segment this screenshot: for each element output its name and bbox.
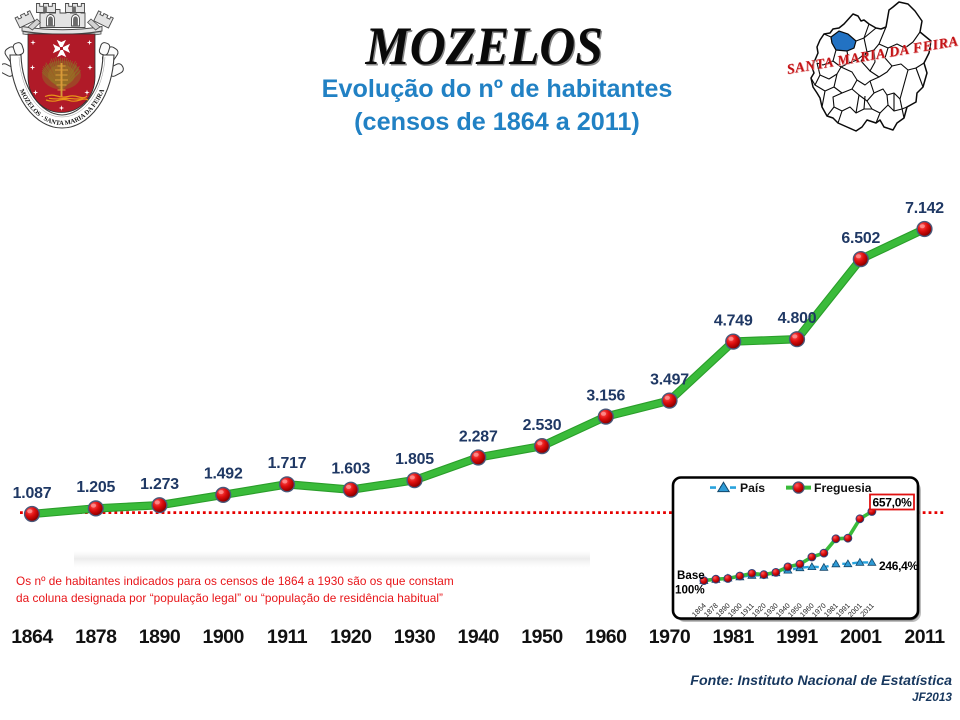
svg-text:100%: 100%	[675, 584, 705, 597]
svg-text:1.717: 1.717	[268, 455, 307, 472]
svg-text:1.087: 1.087	[13, 485, 52, 502]
svg-text:657,0%: 657,0%	[873, 495, 913, 509]
svg-text:Base: Base	[677, 569, 705, 582]
svg-text:3.156: 3.156	[586, 387, 625, 404]
svg-text:1.805: 1.805	[395, 451, 434, 468]
svg-text:1.273: 1.273	[140, 476, 179, 493]
svg-text:1.492: 1.492	[204, 466, 243, 483]
svg-text:4.749: 4.749	[714, 312, 753, 329]
svg-text:3.497: 3.497	[650, 371, 689, 388]
svg-text:1.205: 1.205	[76, 479, 115, 496]
svg-text:246,4%: 246,4%	[879, 559, 919, 573]
svg-text:7.142: 7.142	[905, 200, 944, 217]
svg-text:País: País	[740, 481, 765, 495]
svg-text:2.287: 2.287	[459, 428, 498, 445]
svg-text:Freguesia: Freguesia	[814, 481, 872, 495]
svg-text:2.530: 2.530	[523, 417, 562, 434]
svg-text:6.502: 6.502	[841, 230, 880, 247]
svg-text:4.800: 4.800	[778, 310, 817, 327]
svg-text:1.603: 1.603	[331, 461, 370, 478]
